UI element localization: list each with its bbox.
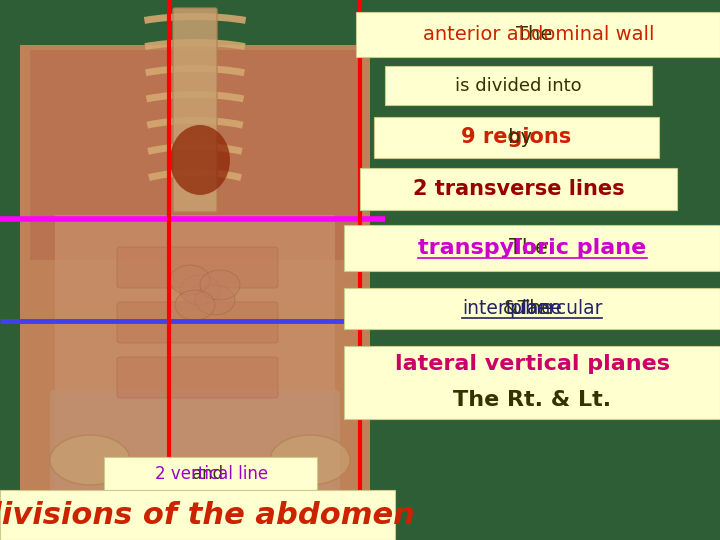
Bar xyxy=(104,457,317,490)
FancyBboxPatch shape xyxy=(55,215,335,495)
Text: is divided into: is divided into xyxy=(455,77,582,95)
Text: The: The xyxy=(516,25,559,44)
Bar xyxy=(374,117,659,158)
FancyBboxPatch shape xyxy=(117,302,278,343)
Ellipse shape xyxy=(170,265,210,295)
Ellipse shape xyxy=(50,435,130,485)
FancyBboxPatch shape xyxy=(30,50,360,260)
Text: 2 vertical line: 2 vertical line xyxy=(155,464,268,483)
FancyBboxPatch shape xyxy=(117,247,278,288)
Text: anterior abdominal wall: anterior abdominal wall xyxy=(423,25,654,44)
FancyBboxPatch shape xyxy=(117,357,278,398)
Text: The: The xyxy=(509,238,554,258)
FancyBboxPatch shape xyxy=(0,45,20,495)
FancyBboxPatch shape xyxy=(10,45,380,500)
Ellipse shape xyxy=(200,270,240,300)
Ellipse shape xyxy=(195,285,235,315)
Text: and: and xyxy=(192,464,228,483)
Text: transpyloric plane: transpyloric plane xyxy=(418,238,647,258)
Text: 2 transverse lines: 2 transverse lines xyxy=(413,179,624,199)
FancyBboxPatch shape xyxy=(370,45,390,495)
Bar xyxy=(0,490,395,540)
Text: 9 regions: 9 regions xyxy=(461,127,571,147)
Bar xyxy=(344,346,720,418)
Text: divisions of the abdomen: divisions of the abdomen xyxy=(0,501,415,530)
FancyBboxPatch shape xyxy=(173,8,217,212)
Bar xyxy=(385,66,652,105)
Ellipse shape xyxy=(270,435,350,485)
Text: plane: plane xyxy=(504,299,562,318)
Text: The Rt. & Lt.: The Rt. & Lt. xyxy=(453,390,611,410)
FancyBboxPatch shape xyxy=(50,390,340,500)
Ellipse shape xyxy=(170,125,230,195)
Ellipse shape xyxy=(180,275,220,305)
Bar xyxy=(344,225,720,271)
Text: &The: &The xyxy=(503,299,559,318)
Text: lateral vertical planes: lateral vertical planes xyxy=(395,354,670,374)
Bar xyxy=(344,288,720,329)
Ellipse shape xyxy=(175,290,215,320)
Bar xyxy=(360,168,677,210)
Text: intertubercular: intertubercular xyxy=(462,299,603,318)
Bar xyxy=(356,12,720,57)
Text: by: by xyxy=(502,128,532,147)
